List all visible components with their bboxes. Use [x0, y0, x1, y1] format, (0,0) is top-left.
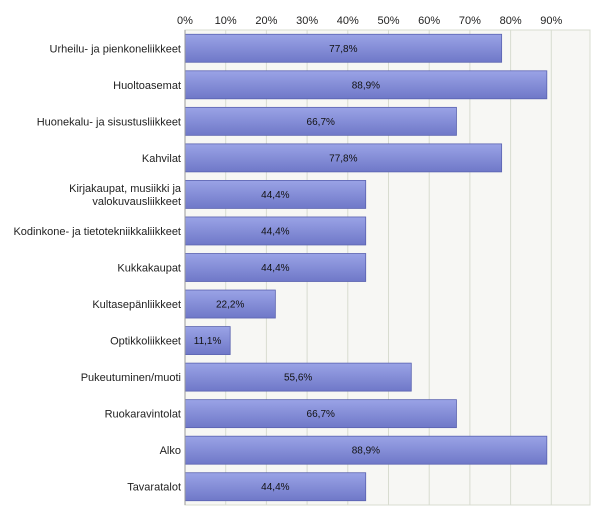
bar [184, 472, 367, 502]
bar-value-label: 77,8% [329, 153, 357, 164]
bar-value-label: 66,7% [307, 117, 335, 128]
bar-value-label: 44,4% [261, 190, 289, 201]
x-tick-label: 30% [296, 15, 318, 27]
bar [184, 435, 548, 465]
x-tick-label: 0% [177, 15, 193, 27]
bar-value-label: 44,4% [261, 482, 289, 493]
bars: 77,8% 88,9% 66,7% 77,8% 44,4% 44,4% 44,4% 22,2%… [184, 33, 548, 502]
x-tick-label: 20% [255, 15, 277, 27]
x-tick-label: 70% [459, 15, 481, 27]
category-label: Urheilu- ja pienkoneliikkeet [50, 43, 181, 55]
bar-value-label: 44,4% [261, 226, 289, 237]
x-tick-label: 90% [540, 15, 562, 27]
bar-value-label: 11,1% [194, 336, 222, 347]
category-label: Tavaratalot [127, 482, 181, 494]
bar-value-label: 55,6% [284, 373, 312, 384]
category-label: Kodinkone- ja tietotekniikkaliikkeet [13, 226, 181, 238]
category-label: Huonekalu- ja sisustusliikkeet [37, 116, 181, 128]
bar [184, 143, 503, 173]
category-label: Alko [160, 445, 181, 457]
bar-value-label: 88,9% [352, 446, 380, 457]
bar [184, 362, 412, 392]
x-tick-label: 80% [500, 15, 522, 27]
category-label: Huoltoasemat [113, 80, 181, 92]
bar [184, 326, 231, 355]
bar [184, 70, 548, 100]
x-tick-label: 40% [337, 15, 359, 27]
category-label: Kahvilat [142, 153, 181, 165]
bar-value-label: 44,4% [261, 263, 289, 274]
bar [184, 253, 367, 282]
category-label: Pukeutuminen/muoti [81, 372, 181, 384]
x-tick-label: 10% [215, 15, 237, 27]
bar [184, 180, 367, 209]
bar [184, 289, 276, 319]
category-labels: Urheilu- ja pienkoneliikkeet Huoltoasemat… [13, 43, 181, 493]
x-tick-label: 60% [418, 15, 440, 27]
x-axis-ticks: 0% 10% 20% 30% 40% 50% 60% 70% 80% 90% [177, 15, 562, 27]
x-tick-label: 50% [377, 15, 399, 27]
bar-value-label: 88,9% [352, 80, 380, 91]
category-label: Optikkoliikkeet [110, 336, 181, 348]
bar-value-label: 77,8% [329, 44, 357, 55]
category-label: Ruokaravintolat [105, 409, 181, 421]
bar-value-label: 66,7% [307, 409, 335, 420]
category-label: Kukkakaupat [117, 263, 181, 275]
category-label: Kirjakaupat, musiikki ja valokuvausliikke… [69, 183, 182, 208]
bar [184, 106, 457, 136]
category-label: Kultasepänliikkeet [92, 299, 181, 311]
bar-value-label: 22,2% [216, 300, 244, 311]
